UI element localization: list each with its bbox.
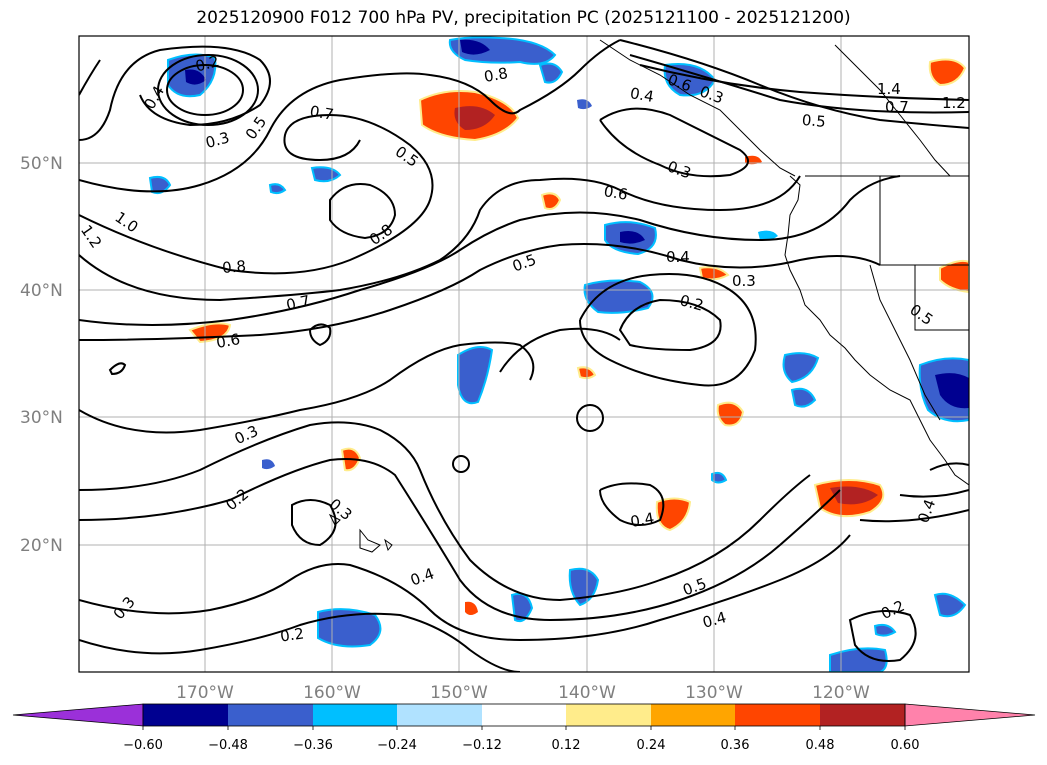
colorbar-segment bbox=[228, 704, 313, 726]
latitude-labels: 50°N 40°N 30°N 20°N bbox=[20, 154, 63, 556]
colorbar-extend-min bbox=[12, 703, 144, 727]
lon-label: 130°W bbox=[685, 683, 743, 703]
colorbar-segment bbox=[651, 704, 735, 726]
colorbar-tick-label: 0.48 bbox=[806, 738, 835, 753]
contour-label: 0.7 bbox=[308, 102, 335, 124]
lon-label: 160°W bbox=[303, 683, 361, 703]
colorbar-tick-label: −0.60 bbox=[123, 738, 163, 753]
pv-contours bbox=[79, 39, 969, 672]
colorbar-tick-label: −0.48 bbox=[208, 738, 248, 753]
colorbar-segment bbox=[482, 704, 566, 726]
contour-label: 0.7 bbox=[285, 292, 312, 315]
colorbar-segment bbox=[143, 704, 228, 726]
precip-positive-area bbox=[716, 401, 745, 427]
lon-label: 170°W bbox=[176, 683, 234, 703]
contour-label: 1.4 bbox=[877, 80, 901, 98]
precip-negative-area bbox=[829, 647, 888, 672]
contour-label: 0.8 bbox=[483, 64, 510, 86]
contour-label: 0.2 bbox=[279, 624, 305, 645]
lat-label: 40°N bbox=[20, 281, 63, 301]
colorbar: −0.60 −0.48 −0.36 −0.24 −0.12 0.12 0.24 … bbox=[12, 703, 1036, 753]
colorbar-tick-label: −0.12 bbox=[462, 738, 502, 753]
colorbar-tick-label: 0.60 bbox=[891, 738, 920, 753]
colorbar-tick-label: −0.36 bbox=[293, 738, 333, 753]
contour-label: 0.8 bbox=[221, 257, 246, 277]
contour-label: 0.2 bbox=[678, 291, 706, 315]
lat-label: 20°N bbox=[20, 536, 63, 556]
colorbar-tick-label: 0.36 bbox=[721, 738, 750, 753]
precip-negative-area bbox=[457, 345, 494, 405]
contour-label: 0.7 bbox=[885, 98, 909, 116]
colorbar-tick-label: 0.12 bbox=[552, 738, 581, 753]
lat-label: 50°N bbox=[20, 154, 63, 174]
contour-label: 0.6 bbox=[602, 182, 629, 204]
map-title: 2025120900 F012 700 hPa PV, precipitatio… bbox=[196, 8, 851, 28]
contour-label: 0.4 bbox=[701, 608, 729, 632]
contour-label: 0.4 bbox=[666, 248, 690, 266]
precip-positive-area bbox=[939, 259, 969, 294]
contour-label: 0.5 bbox=[801, 111, 826, 131]
colorbar-segment bbox=[566, 704, 651, 726]
colorbar-segment bbox=[313, 704, 397, 726]
graticule bbox=[79, 36, 969, 672]
contour-label: 0.6 bbox=[215, 330, 242, 352]
colorbar-extend-max bbox=[904, 703, 1036, 727]
colorbar-tick-label: −0.24 bbox=[377, 738, 417, 753]
contour-label: 0.3 bbox=[204, 128, 232, 152]
contour-label: 0.2 bbox=[193, 52, 221, 76]
map-area bbox=[79, 36, 969, 672]
contour-label: 1.2 bbox=[942, 94, 966, 112]
lon-label: 140°W bbox=[558, 683, 616, 703]
colorbar-segment bbox=[820, 704, 905, 726]
colorbar-segment bbox=[397, 704, 482, 726]
longitude-labels: 170°W 160°W 150°W 140°W 130°W 120°W bbox=[176, 683, 870, 703]
lon-label: 150°W bbox=[430, 683, 488, 703]
contour-label: 0.4 bbox=[629, 84, 656, 106]
map-frame bbox=[78, 35, 970, 673]
precip-positive-area bbox=[928, 58, 967, 87]
precip-negative-area bbox=[583, 279, 654, 314]
lon-label: 120°W bbox=[812, 683, 870, 703]
colorbar-tick-label: 0.24 bbox=[637, 738, 666, 753]
lat-label: 30°N bbox=[20, 408, 63, 428]
precip-negative-area bbox=[317, 608, 382, 648]
contour-label: 0.3 bbox=[732, 272, 756, 290]
colorbar-segment bbox=[735, 704, 820, 726]
contour-label: 0.4 bbox=[629, 509, 656, 531]
